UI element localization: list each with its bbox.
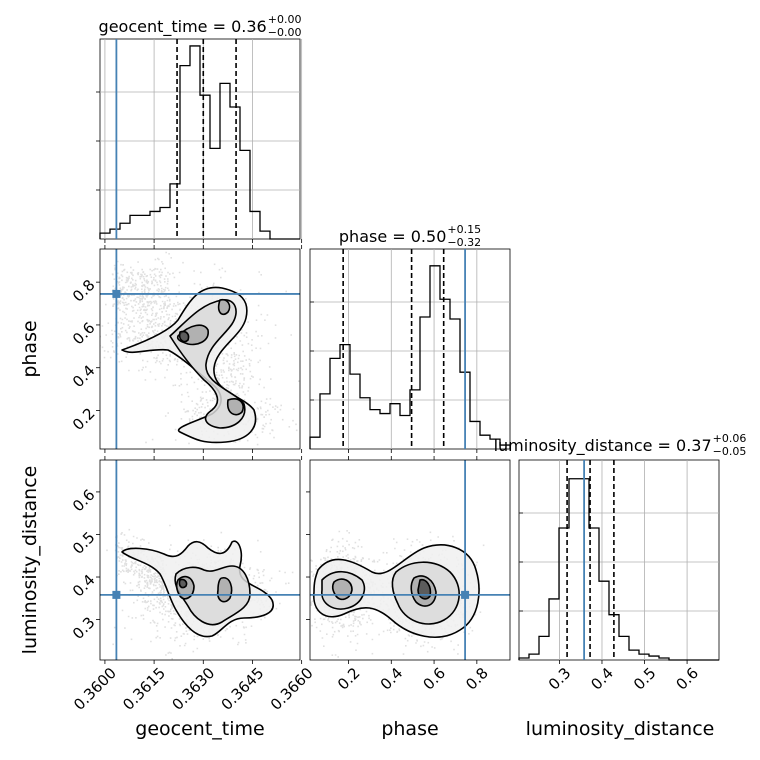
x-tick-label-luminosity_distance: 0.4 <box>587 664 617 694</box>
y-axis-label-phase: phase <box>19 320 41 377</box>
x-tick-label-phase: 0.6 <box>419 664 449 694</box>
y-tick-label-phase: 0.4 <box>69 362 99 392</box>
sample-points <box>100 251 300 449</box>
truth-marker <box>112 289 121 298</box>
panel-frame <box>518 459 720 661</box>
x-axis-label-geocent_time: geocent_time <box>135 718 264 740</box>
truth-marker <box>112 590 121 599</box>
histogram-step <box>99 45 300 240</box>
y-tick-label-phase: 0.2 <box>69 404 99 434</box>
title-geocent_time: geocent_time = 0.36 +0.00−0.00 <box>99 13 302 39</box>
title-upper-error: +0.06 <box>713 432 747 445</box>
x-axis-label-phase: phase <box>381 718 438 740</box>
title-luminosity_distance: luminosity_distance = 0.37 +0.06−0.05 <box>494 432 747 458</box>
histogram-step <box>518 478 719 661</box>
contour-level-3 <box>216 577 233 603</box>
x-tick-label-geocent_time: 0.3615 <box>119 664 169 714</box>
y-axis-label-luminosity_distance: luminosity_distance <box>19 466 41 655</box>
hist-panel-luminosity_distance <box>518 459 720 664</box>
scatter-panel-geocent_time-luminosity_distance <box>96 456 303 664</box>
contour-level-3 <box>331 578 353 601</box>
panel-frame <box>99 38 301 240</box>
contour-level-5 <box>178 330 190 343</box>
truth-marker <box>461 590 470 599</box>
panel-frame <box>309 459 511 661</box>
y-tick-label-luminosity_distance: 0.6 <box>69 486 99 516</box>
y-tick-label-phase: 0.6 <box>69 319 99 349</box>
scatter-panel-phase-luminosity_distance <box>306 456 511 664</box>
panel-content <box>100 249 300 449</box>
title-text: phase = 0.50 <box>339 227 446 246</box>
title-text: luminosity_distance = 0.37 <box>494 436 712 456</box>
histogram-step <box>309 265 511 449</box>
x-tick-label-phase: 0.4 <box>377 664 407 694</box>
contour-level-3 <box>217 298 231 316</box>
panel-frame <box>309 248 511 450</box>
y-tick-label-phase: 0.8 <box>69 276 99 306</box>
y-tick-label-luminosity_distance: 0.5 <box>69 528 99 558</box>
y-tick-label-luminosity_distance: 0.4 <box>69 571 99 601</box>
title-upper-error: +0.00 <box>268 13 302 26</box>
hist-panel-geocent_time <box>96 38 303 243</box>
x-tick-label-luminosity_distance: 0.3 <box>545 664 575 694</box>
panel-frame <box>99 248 301 450</box>
y-tick-label-luminosity_distance: 0.3 <box>69 613 99 643</box>
x-tick-label-phase: 0.8 <box>462 664 492 694</box>
contour-level-4 <box>178 578 188 589</box>
scatter-panel-geocent_time-phase <box>96 245 303 453</box>
x-tick-label-phase: 0.2 <box>334 664 364 694</box>
title-upper-error: +0.15 <box>447 223 481 236</box>
title-lower-error: −0.00 <box>268 26 302 39</box>
x-axis-label-luminosity_distance: luminosity_distance <box>526 718 715 740</box>
title-lower-error: −0.05 <box>713 445 747 458</box>
panel-frame <box>99 459 301 661</box>
x-tick-label-geocent_time: 0.3600 <box>70 664 120 714</box>
contour-level-4 <box>226 398 244 416</box>
x-tick-label-luminosity_distance: 0.5 <box>630 664 660 694</box>
title-phase: phase = 0.50 +0.15−0.32 <box>339 223 481 249</box>
x-tick-label-luminosity_distance: 0.6 <box>673 664 703 694</box>
panel-content <box>100 460 300 660</box>
x-tick-label-geocent_time: 0.3660 <box>267 664 317 714</box>
x-tick-label-geocent_time: 0.3645 <box>218 664 268 714</box>
panel-content <box>310 460 510 660</box>
x-tick-label-geocent_time: 0.3630 <box>168 664 218 714</box>
title-lower-error: −0.32 <box>447 236 481 249</box>
hist-panel-phase <box>309 248 511 453</box>
title-text: geocent_time = 0.36 <box>99 17 267 37</box>
